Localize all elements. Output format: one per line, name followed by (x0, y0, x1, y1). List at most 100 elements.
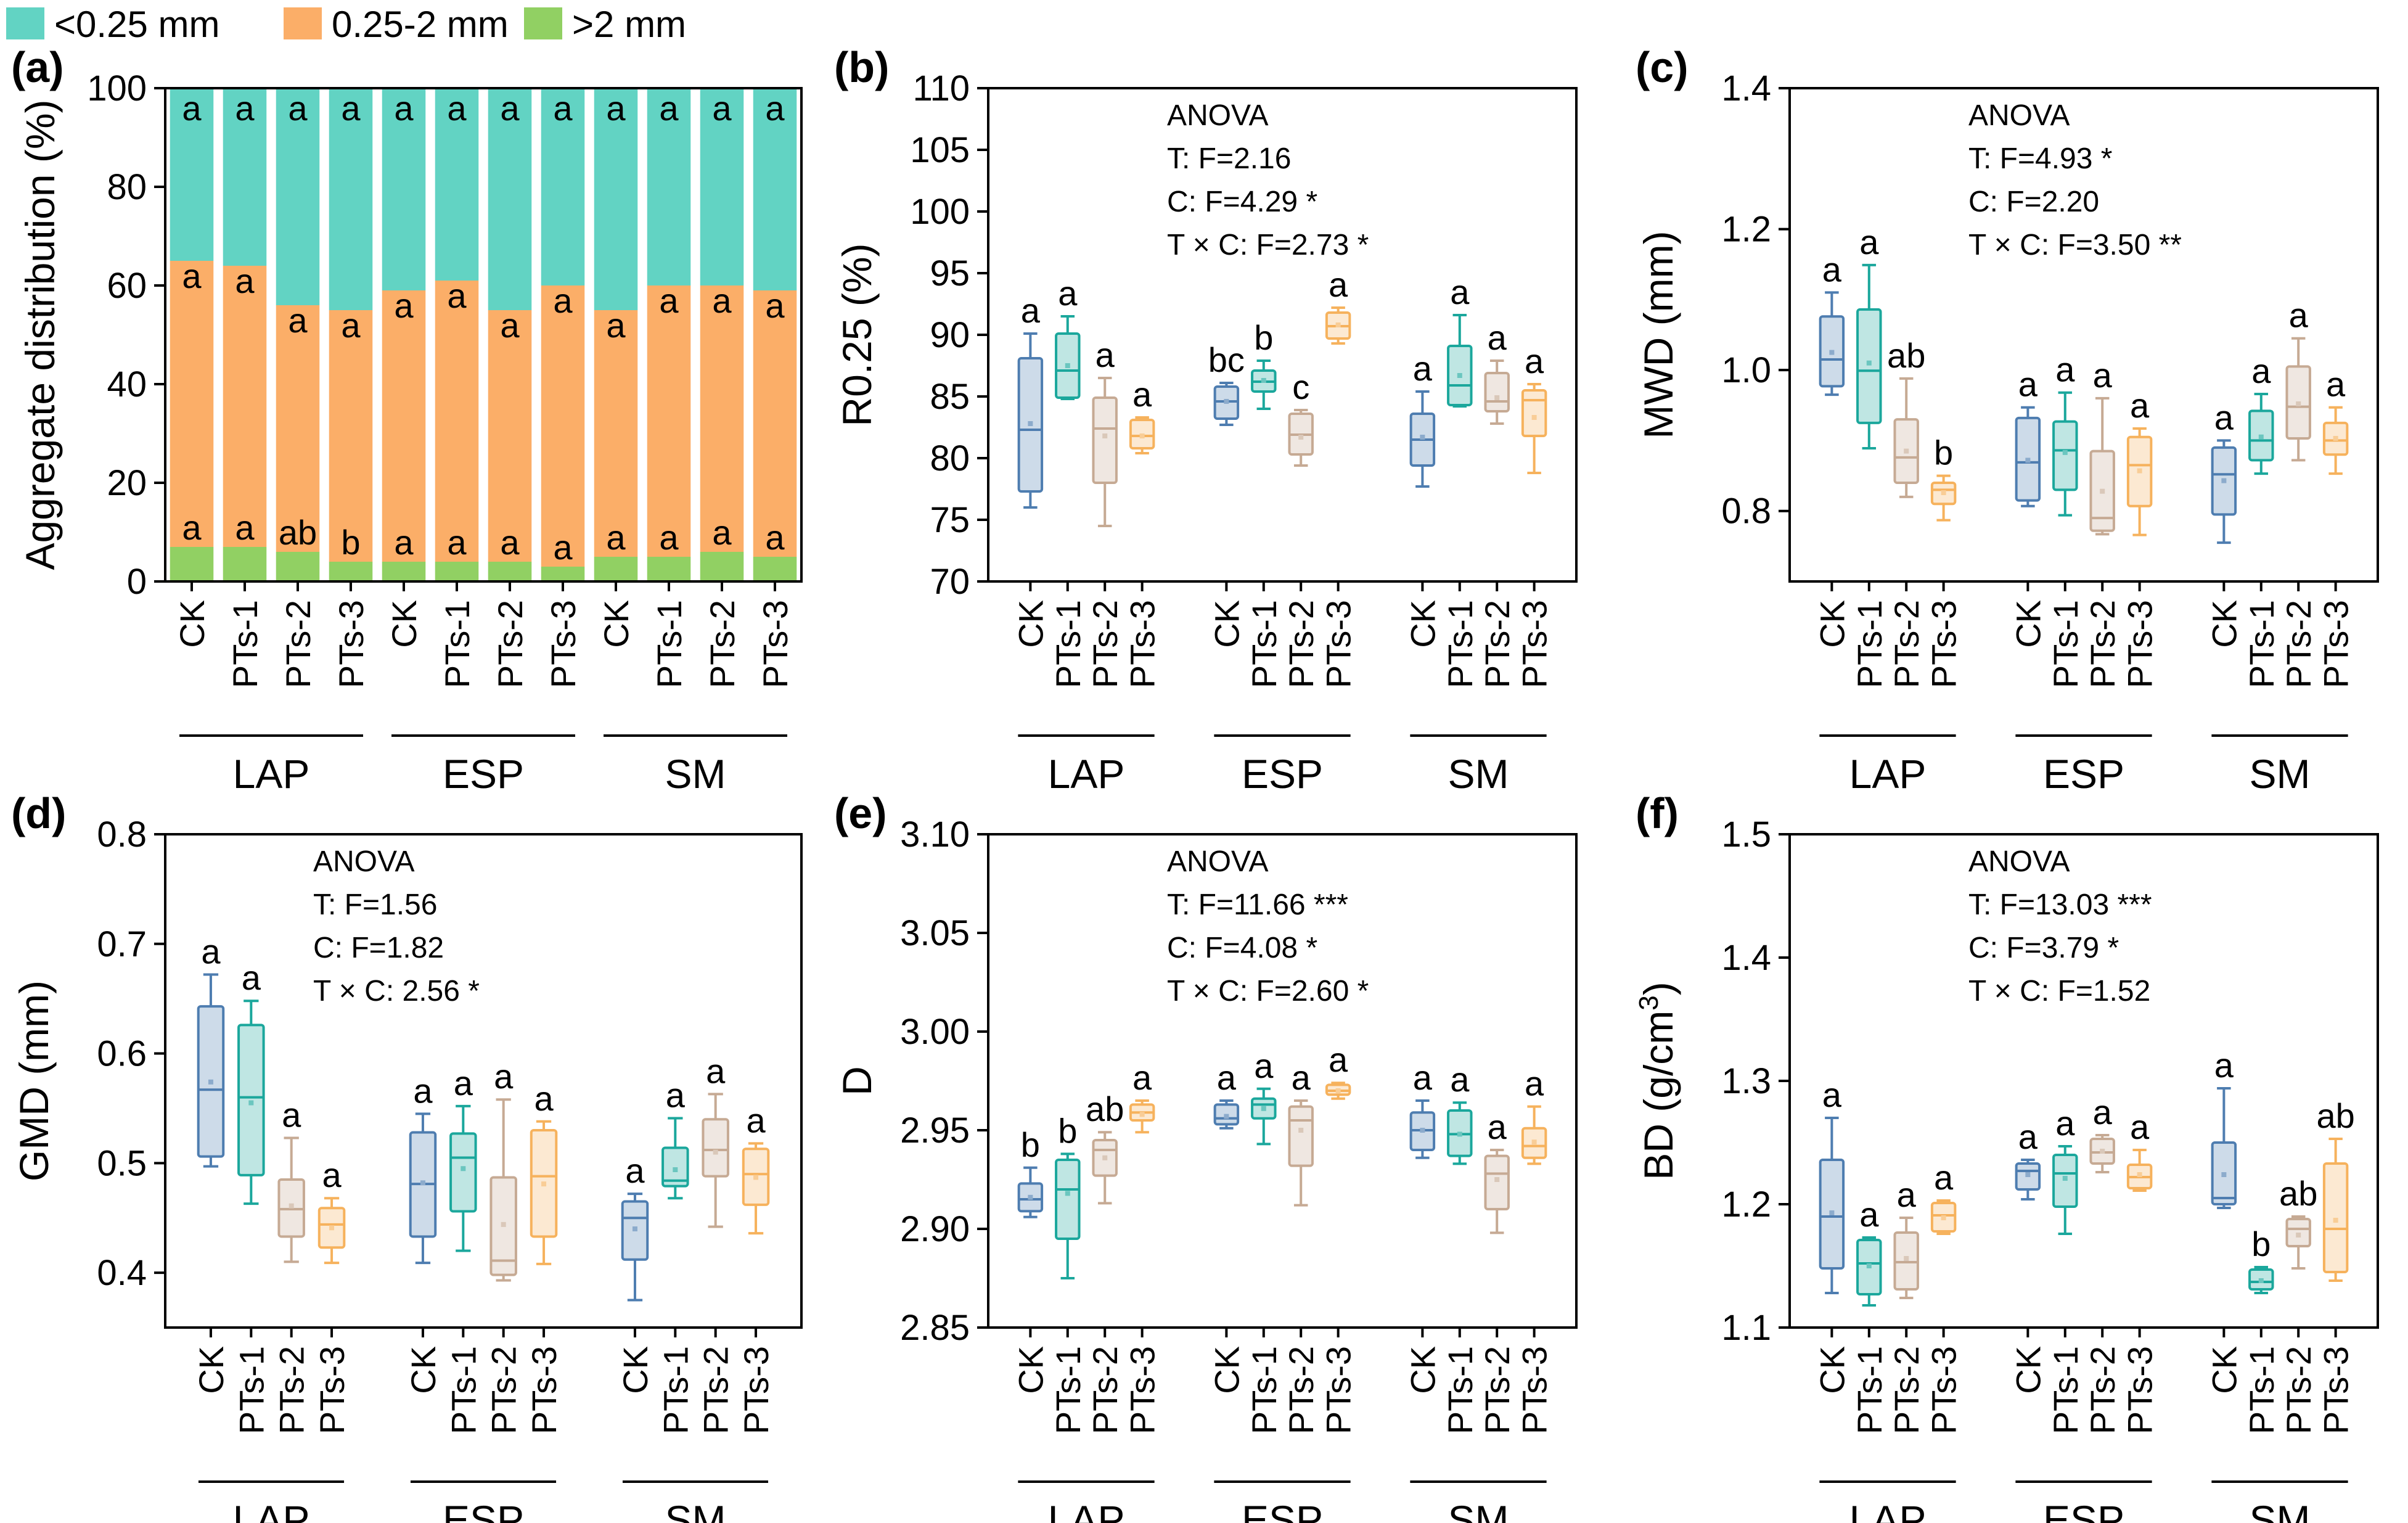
significance-letter: ab (1887, 336, 1925, 375)
letter-top: a (712, 89, 732, 128)
box-body (1288, 1105, 1314, 1167)
group-label: LAP (1849, 751, 1927, 797)
group-label: SM (1448, 751, 1509, 797)
y-tick-label: 1.0 (1721, 350, 1771, 390)
significance-letter: a (242, 958, 261, 997)
x-category-label: PTs-2 (2083, 600, 2122, 688)
significance-letter: a (1329, 265, 1348, 304)
significance-letter: a (1132, 1058, 1152, 1097)
y-tick-label: 0.4 (97, 1253, 147, 1293)
significance-letter: a (2055, 1104, 2075, 1143)
letter-mid: a (553, 281, 573, 320)
letter-mid: a (182, 257, 202, 295)
mean-marker (1028, 421, 1033, 426)
legend-label: >2 mm (572, 4, 686, 45)
y-tick-label: 40 (107, 364, 147, 404)
significance-letter: a (1021, 291, 1041, 330)
mean-marker (1335, 1088, 1341, 1093)
anova-line: T: F=1.56 (313, 889, 437, 921)
letter-mid: a (659, 281, 679, 320)
x-category-label: PTs-2 (279, 600, 317, 688)
mean-marker (2333, 1218, 2338, 1223)
x-category-label: CK (404, 1346, 443, 1394)
x-category-label: CK (1011, 600, 1050, 648)
box-pts-1: a (1251, 1046, 1277, 1146)
y-tick-label: 100 (910, 192, 970, 232)
letter-low: ab (279, 513, 317, 552)
box-pts-3: a (1930, 1158, 1957, 1235)
significance-letter: a (1822, 1075, 1842, 1114)
significance-letter: b (1058, 1111, 1077, 1150)
mean-marker (541, 1181, 547, 1187)
bar-segment (223, 88, 267, 266)
x-category-label: PTs-1 (1049, 600, 1087, 688)
significance-letter: a (1450, 273, 1470, 311)
mean-marker (1298, 1128, 1304, 1133)
significance-letter: a (1488, 1107, 1507, 1146)
x-category-label: CK (1011, 1346, 1050, 1394)
box-pts-2: a (1092, 335, 1118, 527)
x-category-label: PTs-3 (737, 1346, 776, 1434)
bar-segment (594, 557, 638, 581)
x-category-label: PTs-3 (2121, 600, 2160, 688)
mean-marker (2221, 478, 2227, 483)
box-pts-1: b (1055, 1111, 1081, 1279)
bar-segment (753, 88, 797, 290)
bar-segment (276, 305, 320, 552)
x-category-label: CK (1403, 600, 1442, 648)
box-ck: a (2211, 1046, 2237, 1209)
box-pts-2: a (1484, 1107, 1510, 1234)
x-category-label: PTs-1 (2046, 600, 2085, 688)
bar-segment (488, 88, 532, 310)
x-category-label: PTs-1 (1850, 1346, 1889, 1434)
y-tick-label: 100 (87, 68, 147, 109)
letter-low: a (447, 523, 467, 562)
box-pts-3: b (1930, 433, 1957, 522)
box-pts-2: ab (1887, 336, 1925, 498)
mean-marker (1866, 1263, 1872, 1268)
legend-label: <0.25 mm (54, 4, 219, 45)
y-axis-label: R0.25 (%) (834, 243, 880, 426)
box-ck: b (1017, 1125, 1044, 1218)
panel-label: (f) (1636, 789, 1679, 837)
mean-marker (501, 1221, 506, 1227)
y-tick-label: 0.8 (97, 815, 147, 855)
significance-letter: a (1217, 1058, 1237, 1097)
x-category-label: PTs-2 (703, 600, 742, 688)
y-tick-label: 0.5 (97, 1143, 147, 1183)
anova-line: T: F=11.66 *** (1167, 889, 1348, 921)
legend-swatch (6, 7, 44, 39)
x-category-label: PTs-2 (1887, 1346, 1926, 1434)
significance-letter: a (625, 1151, 645, 1190)
significance-letter: a (1859, 223, 1879, 261)
x-category-label: PTs-2 (485, 1346, 523, 1434)
group-label: ESP (1242, 1497, 1323, 1523)
bar-segment (329, 310, 373, 562)
box-pts-2: a (277, 1095, 305, 1263)
mean-marker (1065, 363, 1070, 368)
bar-segment (594, 310, 638, 557)
significance-letter: a (1329, 1040, 1348, 1079)
box-body (1484, 1154, 1510, 1210)
legend-item: >2 mm (524, 4, 686, 45)
significance-letter: a (1822, 250, 1842, 289)
significance-letter: a (2326, 365, 2346, 404)
plot-frame (1788, 833, 2379, 1329)
anova-line: T × C: F=3.50 ** (1968, 229, 2182, 261)
box-ck: a (409, 1071, 437, 1265)
mean-marker (2137, 1172, 2142, 1177)
significance-letter: bc (1208, 340, 1245, 379)
letter-top: a (606, 89, 626, 128)
y-tick-label: 1.2 (1721, 210, 1771, 250)
box-pts-1: a (1055, 274, 1081, 400)
x-category-label: PTs-2 (1478, 600, 1517, 688)
mean-marker (713, 1149, 718, 1155)
x-category-label: PTs-1 (438, 600, 477, 688)
significance-letter: a (322, 1156, 342, 1194)
box-ck: a (2211, 398, 2237, 544)
mean-marker (753, 1175, 759, 1180)
x-category-label: CK (2205, 600, 2243, 648)
panel-label: (b) (834, 43, 889, 91)
panel-a: (a) 0 20 40 60 80 100 Aggregate distribution (%… (11, 43, 803, 797)
significance-letter: a (746, 1101, 766, 1139)
